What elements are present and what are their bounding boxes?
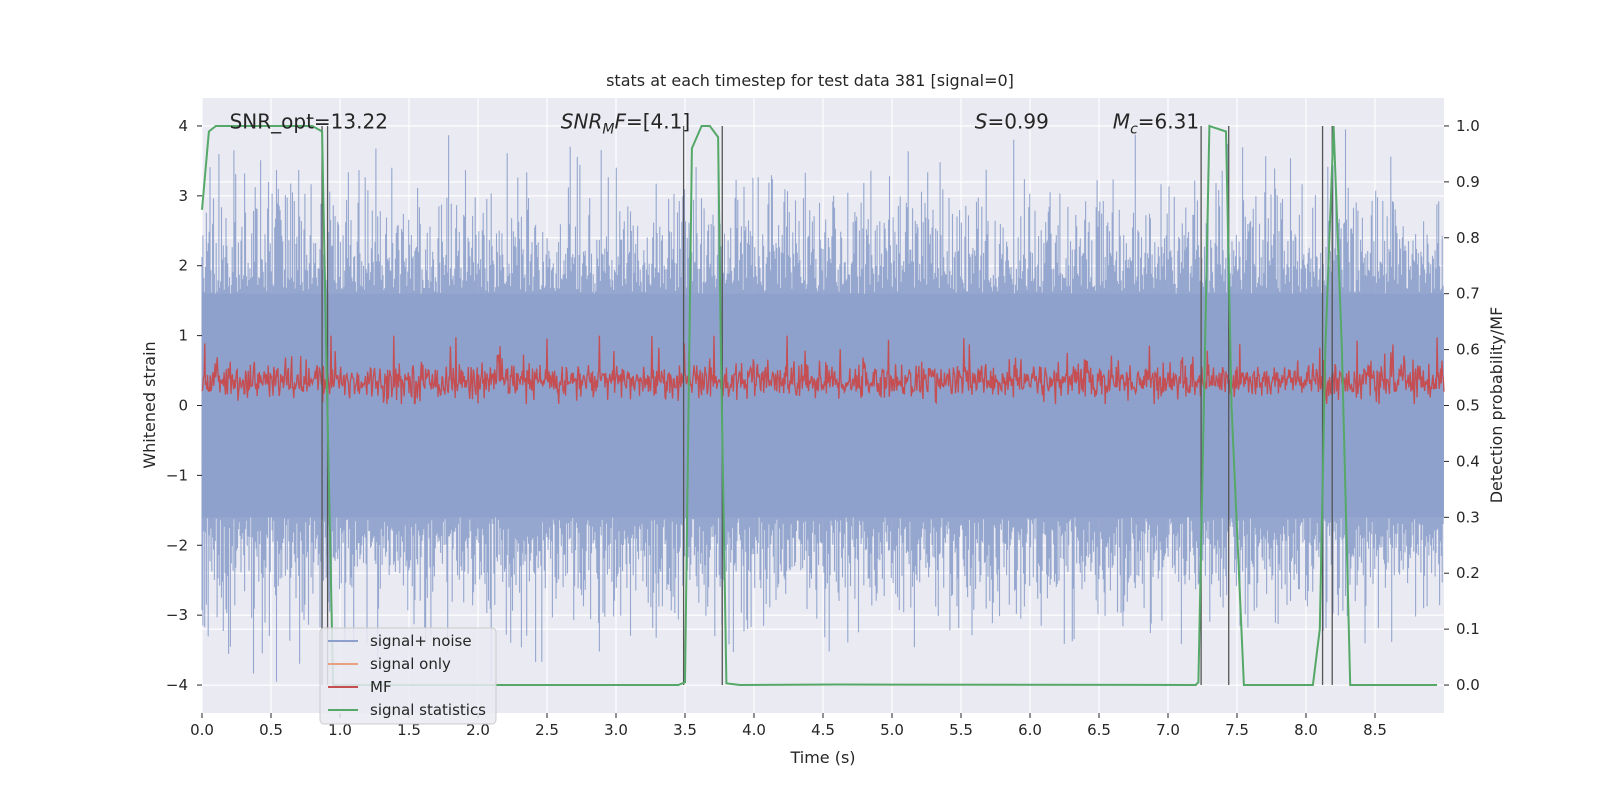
legend-label: MF (370, 678, 392, 696)
x-tick-label: 6.5 (1087, 721, 1111, 739)
x-tick-label: 8.5 (1363, 721, 1387, 739)
x-tick-label: 1.0 (328, 721, 352, 739)
annotation-mc-rest: =6.31 (1138, 109, 1199, 133)
x-axis-label: Time (s) (789, 748, 855, 767)
y2-tick-label: 0.9 (1456, 173, 1480, 191)
annotation-mc: Mc=6.31 (1113, 109, 1199, 137)
annotation-snr-mf-rest-italic: F (614, 109, 626, 133)
y2-tick-label: 0.0 (1456, 676, 1480, 694)
annotation-snr-opt: SNR_opt=13.22 (230, 109, 388, 133)
annotation-s-rest: =0.99 (988, 109, 1049, 133)
mf-series (201, 335, 1445, 405)
plot-area (201, 124, 1445, 687)
x-tick-label: 2.0 (466, 721, 490, 739)
x-tick-label: 4.0 (742, 721, 766, 739)
annotation-snr-mf-base: SNR (561, 109, 603, 133)
annotation-s: S=0.99 (975, 109, 1049, 133)
annotation-snr-mf-rest: =[4.1] (626, 109, 690, 133)
y-tick-label: −4 (166, 676, 188, 694)
x-tick-label: 5.5 (949, 721, 973, 739)
x-tick-label: 2.5 (535, 721, 559, 739)
y-tick-label: −2 (166, 536, 188, 554)
y2-tick-label: 0.7 (1456, 285, 1480, 303)
legend-box (319, 627, 497, 725)
y-tick-label: 2 (178, 257, 188, 275)
annotation-mc-base: M (1113, 109, 1130, 133)
legend-label: signal only (370, 655, 451, 673)
x-tick-label: 6.0 (1018, 721, 1042, 739)
x-tick-label: 8.0 (1294, 721, 1318, 739)
y2-tick-label: 1.0 (1456, 117, 1480, 135)
annotation-mc-sub: c (1130, 121, 1138, 137)
annotation-snr-mf-sub: M (602, 121, 614, 137)
x-tick-label: 7.0 (1156, 721, 1180, 739)
y-tick-label: 3 (178, 187, 188, 205)
y-tick-label: −1 (166, 466, 188, 484)
y-tick-label: 4 (178, 117, 188, 135)
y2-tick-label: 0.8 (1456, 229, 1480, 247)
x-tick-label: 1.5 (397, 721, 421, 739)
y2-tick-label: 0.4 (1456, 452, 1480, 470)
y2-axis-ticks: 0.0 0.1 0.2 0.3 0.4 0.5 0.6 0.7 0.8 0.9 1.0 (1444, 117, 1480, 694)
x-tick-label: 3.0 (604, 721, 628, 739)
y-tick-label: 0 (178, 397, 188, 415)
legend-label: signal+ noise (370, 632, 472, 650)
y-tick-label: 1 (178, 327, 188, 345)
y2-tick-label: 0.2 (1456, 564, 1480, 582)
chart-title: stats at each timestep for test data 381… (606, 71, 1014, 90)
y2-tick-label: 0.6 (1456, 341, 1480, 359)
annotation-snr-mf: SNRMF=[4.1] (561, 109, 690, 137)
x-tick-label: 0.5 (259, 721, 283, 739)
legend-label: signal statistics (370, 701, 486, 719)
y-axis-label: Whitened strain (140, 341, 159, 468)
x-tick-label: 0.0 (190, 721, 214, 739)
y2-axis-label: Detection probability/MF (1487, 307, 1506, 504)
x-tick-label: 3.5 (673, 721, 697, 739)
annotations: SNR_opt=13.22 SNRMF=[4.1] S=0.99 Mc=6.31 (230, 109, 1199, 137)
annotation-s-italic: S (975, 109, 988, 133)
legend: signal+ noise signal only MF signal statist… (319, 627, 497, 725)
y2-tick-label: 0.3 (1456, 508, 1480, 526)
x-axis-ticks: 0.0 0.5 1.0 1.5 2.0 2.5 3.0 3.5 4.0 4.5 5.0 5.5 6.0 6… (190, 713, 1387, 739)
y-tick-label: −3 (166, 606, 188, 624)
y-axis-ticks: −4 −3 −2 −1 0 1 2 3 4 (166, 117, 202, 694)
y2-tick-label: 0.1 (1456, 620, 1480, 638)
x-tick-label: 5.0 (880, 721, 904, 739)
signal-statistics-series (201, 124, 1438, 687)
x-tick-label: 4.5 (811, 721, 835, 739)
x-tick-label: 7.5 (1225, 721, 1249, 739)
y2-tick-label: 0.5 (1456, 397, 1480, 415)
